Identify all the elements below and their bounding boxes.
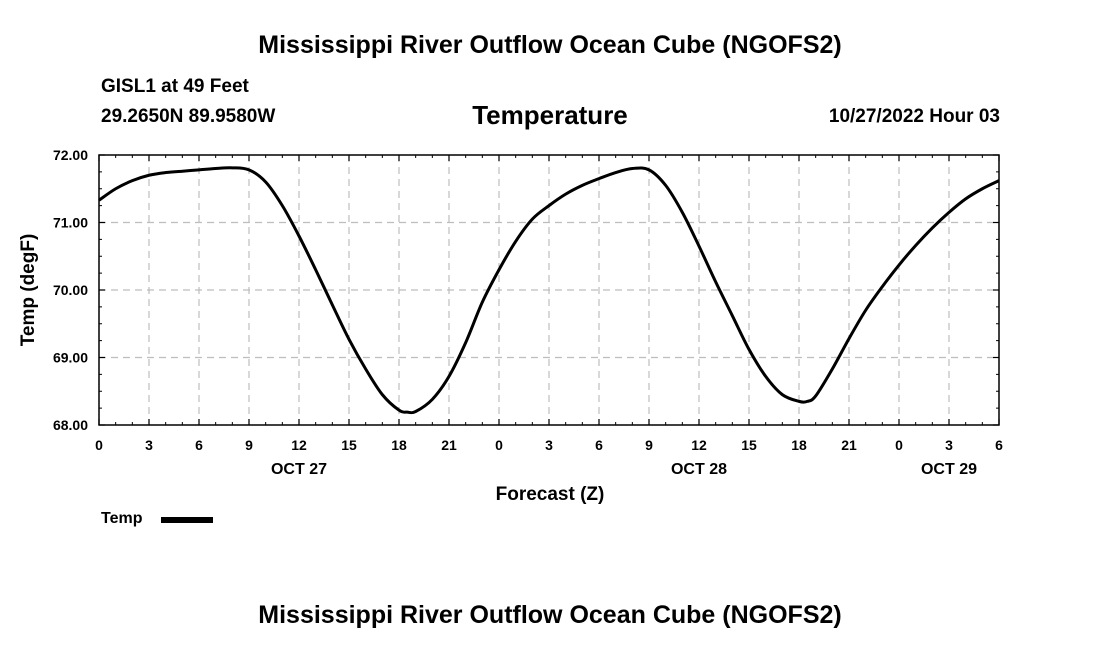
x-tick-label: 0	[895, 437, 903, 453]
x-tick-label: 6	[995, 437, 1003, 453]
day-label: OCT 27	[271, 461, 327, 478]
x-tick-label: 3	[145, 437, 153, 453]
forecast-datetime: 10/27/2022 Hour 03	[828, 106, 1000, 127]
y-tick-label: 71.00	[53, 215, 88, 231]
x-tick-label: 15	[341, 437, 357, 453]
day-label: OCT 29	[921, 461, 977, 478]
chart-title: Temperature	[472, 100, 628, 130]
x-tick-label: 6	[595, 437, 603, 453]
legend-swatch	[161, 517, 213, 523]
x-tick-label: 3	[945, 437, 953, 453]
main-title: Mississippi River Outflow Ocean Cube (NG…	[258, 31, 842, 59]
temp-series-line	[98, 166, 1000, 415]
station-coords: 29.2650N 89.9580W	[101, 106, 276, 127]
x-tick-label: 0	[95, 437, 103, 453]
x-tick-label: 18	[791, 437, 807, 453]
x-tick-label: 21	[441, 437, 457, 453]
x-tick-label: 12	[691, 437, 707, 453]
x-tick-label: 12	[291, 437, 307, 453]
station-name: GISL1 at 49 Feet	[101, 76, 249, 97]
x-tick-label: 15	[741, 437, 757, 453]
y-tick-label: 68.00	[53, 417, 88, 433]
y-tick-label: 70.00	[53, 282, 88, 298]
x-tick-label: 21	[841, 437, 857, 453]
day-label: OCT 28	[671, 461, 727, 478]
x-tick-label: 9	[245, 437, 253, 453]
x-tick-label: 0	[495, 437, 503, 453]
y-tick-label: 72.00	[53, 147, 88, 163]
tick-layer: 0 3 6 9 12 15 18 21 0 3 6 9 12 15 18 21 0 3 6 OCT 27 OCT 28 O…	[53, 147, 1003, 478]
x-tick-label: 3	[545, 437, 553, 453]
x-axis-label: Forecast (Z)	[496, 484, 605, 505]
footer-title: Mississippi River Outflow Ocean Cube (NG…	[258, 601, 842, 629]
grid-layer	[99, 155, 999, 425]
y-axis-label: Temp (degF)	[18, 234, 39, 347]
x-tick-label: 18	[391, 437, 407, 453]
x-tick-label: 9	[645, 437, 653, 453]
x-tick-label: 6	[195, 437, 203, 453]
legend-label: Temp	[101, 510, 143, 527]
y-tick-label: 69.00	[53, 350, 88, 366]
